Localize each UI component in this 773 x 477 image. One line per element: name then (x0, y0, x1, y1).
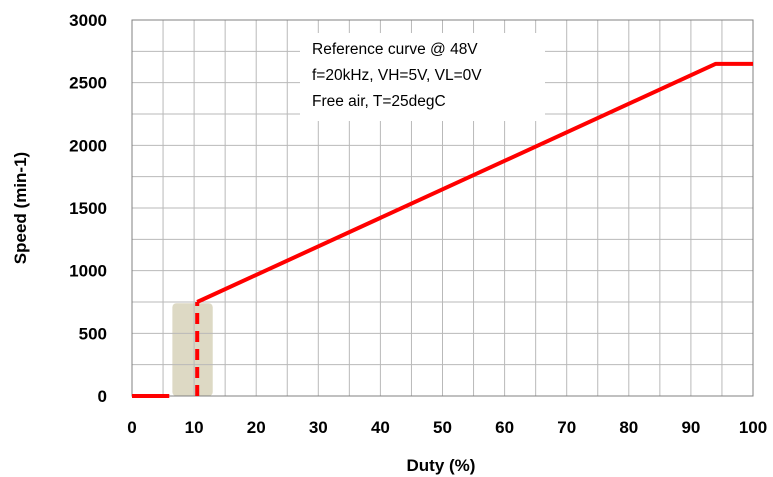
x-tick-label: 90 (681, 418, 700, 437)
plot-frame (131, 19, 754, 397)
x-tick-label: 50 (433, 418, 452, 437)
x-tick-label: 10 (185, 418, 204, 437)
x-tick-label: 60 (495, 418, 514, 437)
y-tick-label: 1000 (69, 262, 107, 281)
x-tick-label: 30 (309, 418, 328, 437)
y-tick-label: 2500 (69, 74, 107, 93)
y-tick-label: 1500 (69, 199, 107, 218)
annotation-line-3: Free air, T=25degC (312, 93, 446, 110)
annotation-box (300, 33, 545, 121)
annotation-line-2: f=20kHz, VH=5V, VL=0V (312, 67, 482, 84)
series-line-solid (196, 61, 753, 304)
x-tick-label: 0 (127, 418, 136, 437)
x-tick-label: 100 (739, 418, 767, 437)
y-tick-label: 3000 (69, 11, 107, 30)
x-tick-label: 20 (247, 418, 266, 437)
x-tick-labels: 0 10 20 30 40 50 60 70 80 90 100 (127, 418, 767, 437)
x-tick-label: 80 (619, 418, 638, 437)
y-tick-label: 500 (79, 324, 107, 343)
series-group (132, 61, 753, 398)
y-tick-labels: 0 500 1000 1500 2000 2500 3000 (69, 11, 107, 406)
x-tick-label: 70 (557, 418, 576, 437)
y-tick-label: 0 (98, 387, 107, 406)
y-axis-title: Speed (min-1) (11, 152, 30, 264)
shaded-region (172, 303, 213, 396)
x-tick-label: 40 (371, 418, 390, 437)
annotation-line-1: Reference curve @ 48V (312, 41, 478, 58)
y-tick-label: 2000 (69, 136, 107, 155)
x-axis-title: Duty (%) (407, 456, 476, 475)
